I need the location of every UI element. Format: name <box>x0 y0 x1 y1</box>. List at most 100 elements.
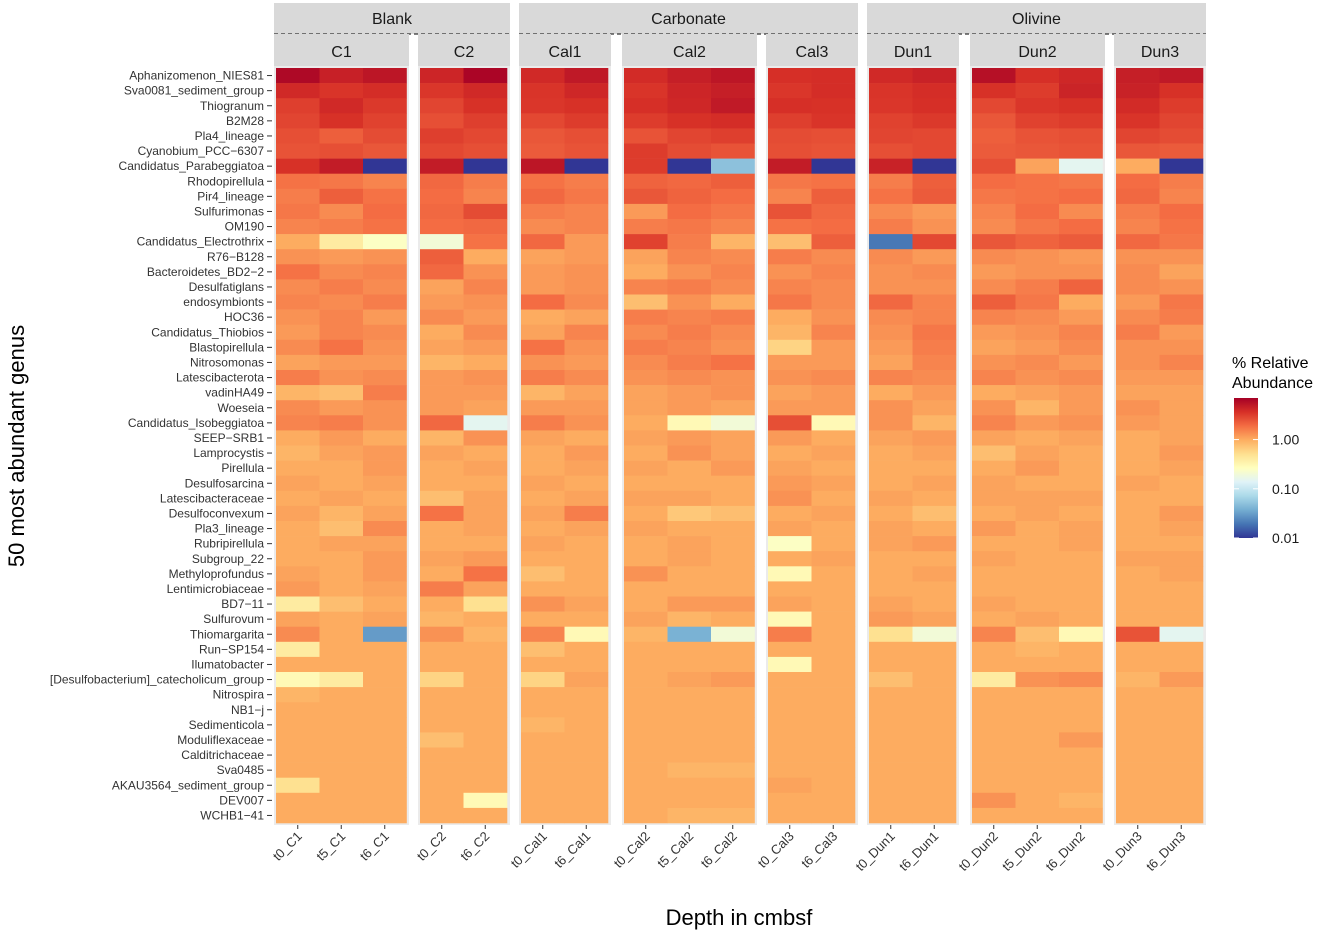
heatmap-cell <box>463 128 508 144</box>
heatmap-cell <box>624 113 668 129</box>
heatmap-cell <box>711 807 755 824</box>
heatmap-cell <box>667 641 712 658</box>
heatmap-cell <box>420 490 464 507</box>
heatmap-cell <box>912 702 957 718</box>
heatmap-cell <box>1116 581 1160 597</box>
heatmap-cell <box>319 354 364 371</box>
heatmap-cell <box>564 173 609 190</box>
heatmap-cell <box>363 672 407 688</box>
heatmap-cell <box>1159 505 1204 522</box>
heatmap-cell <box>912 490 957 507</box>
heatmap-cell <box>521 536 565 552</box>
heatmap-cell <box>667 234 712 250</box>
heatmap-cell <box>912 68 957 84</box>
heatmap-cell <box>768 400 812 416</box>
heatmap-cell <box>1159 460 1204 476</box>
heatmap-cell <box>564 415 609 431</box>
heatmap-cell <box>521 430 565 446</box>
heatmap-cell <box>912 294 957 310</box>
heatmap-cell <box>521 792 565 809</box>
heatmap-cell <box>1116 203 1160 220</box>
heatmap-cell <box>768 596 812 612</box>
heatmap-cell <box>1116 68 1160 84</box>
heatmap-cell <box>1159 143 1204 159</box>
heatmap-cell <box>667 385 712 401</box>
panel-strip <box>519 34 611 66</box>
heatmap-cell <box>521 324 565 341</box>
heatmap-cell <box>811 430 856 446</box>
heatmap-cell <box>319 113 364 129</box>
heatmap-cell <box>564 505 609 522</box>
heatmap-cell <box>319 702 364 718</box>
heatmap-cell <box>1116 324 1160 341</box>
panel-strip-label: Cal1 <box>549 44 582 61</box>
heatmap-cell <box>1015 611 1060 627</box>
heatmap-cell <box>811 777 856 794</box>
heatmap-cell <box>869 566 913 582</box>
heatmap-cell <box>420 505 464 522</box>
heatmap-cell <box>1059 536 1103 552</box>
heatmap-cell <box>363 702 407 718</box>
heatmap-cell <box>1059 747 1103 763</box>
heatmap-cell <box>768 702 812 718</box>
heatmap-cell <box>420 68 464 84</box>
heatmap-cell <box>1159 475 1204 492</box>
heatmap-cell <box>1059 309 1103 325</box>
heatmap-cell <box>711 143 755 159</box>
heatmap-cell <box>667 475 712 492</box>
heatmap-cell <box>319 370 364 386</box>
heatmap-cell <box>463 400 508 416</box>
heatmap-cell <box>811 747 856 763</box>
heatmap-cell <box>667 430 712 446</box>
x-axis-title: Depth in cmbsf <box>666 905 814 930</box>
heatmap-cell <box>1059 551 1103 567</box>
panel-strip <box>1114 34 1206 66</box>
heatmap-cell <box>1015 762 1060 778</box>
heatmap-cell <box>521 656 565 673</box>
heatmap-cell <box>869 536 913 552</box>
heatmap-cell <box>363 264 407 280</box>
heatmap-cell <box>811 158 856 174</box>
heatmap-cell <box>1059 415 1103 431</box>
heatmap-cell <box>1015 551 1060 567</box>
heatmap-cell <box>463 370 508 386</box>
row-label: Pir4_lineage <box>197 189 264 203</box>
heatmap-cell <box>711 777 755 794</box>
heatmap-cell <box>319 324 364 341</box>
heatmap-cell <box>564 234 609 250</box>
heatmap-cell <box>972 505 1016 522</box>
heatmap-cell <box>711 611 755 627</box>
heatmap-cell <box>463 490 508 507</box>
heatmap-cell <box>1116 505 1160 522</box>
heatmap-cell <box>624 762 668 778</box>
row-label: Sulfurovum <box>203 612 264 626</box>
heatmap-cell <box>1116 702 1160 718</box>
heatmap-cell <box>711 732 755 748</box>
legend-colorbar <box>1234 398 1258 538</box>
heatmap-cell <box>972 792 1016 809</box>
heatmap-cell <box>1159 339 1204 356</box>
heatmap-cell <box>1116 98 1160 114</box>
heatmap-cell <box>1116 747 1160 763</box>
heatmap-cell <box>319 807 364 824</box>
heatmap-cell <box>463 762 508 778</box>
heatmap-cell <box>711 188 755 205</box>
row-label: Rhodopirellula <box>187 174 264 188</box>
heatmap-cell <box>521 279 565 295</box>
heatmap-cell <box>1015 505 1060 522</box>
heatmap-cell <box>564 68 609 84</box>
heatmap-cell <box>768 128 812 144</box>
heatmap-cell <box>463 188 508 205</box>
heatmap-cell <box>319 98 364 114</box>
heatmap-cell <box>711 626 755 643</box>
heatmap-cell <box>972 717 1016 733</box>
row-label: BD7−11 <box>221 597 264 611</box>
heatmap-cell <box>667 83 712 99</box>
heatmap-cell <box>711 702 755 718</box>
heatmap-cell <box>624 490 668 507</box>
heatmap-cell <box>624 626 668 643</box>
heatmap-cell <box>972 581 1016 597</box>
heatmap-cell <box>1116 339 1160 356</box>
heatmap-cell <box>1015 173 1060 190</box>
heatmap-cell <box>276 173 320 190</box>
